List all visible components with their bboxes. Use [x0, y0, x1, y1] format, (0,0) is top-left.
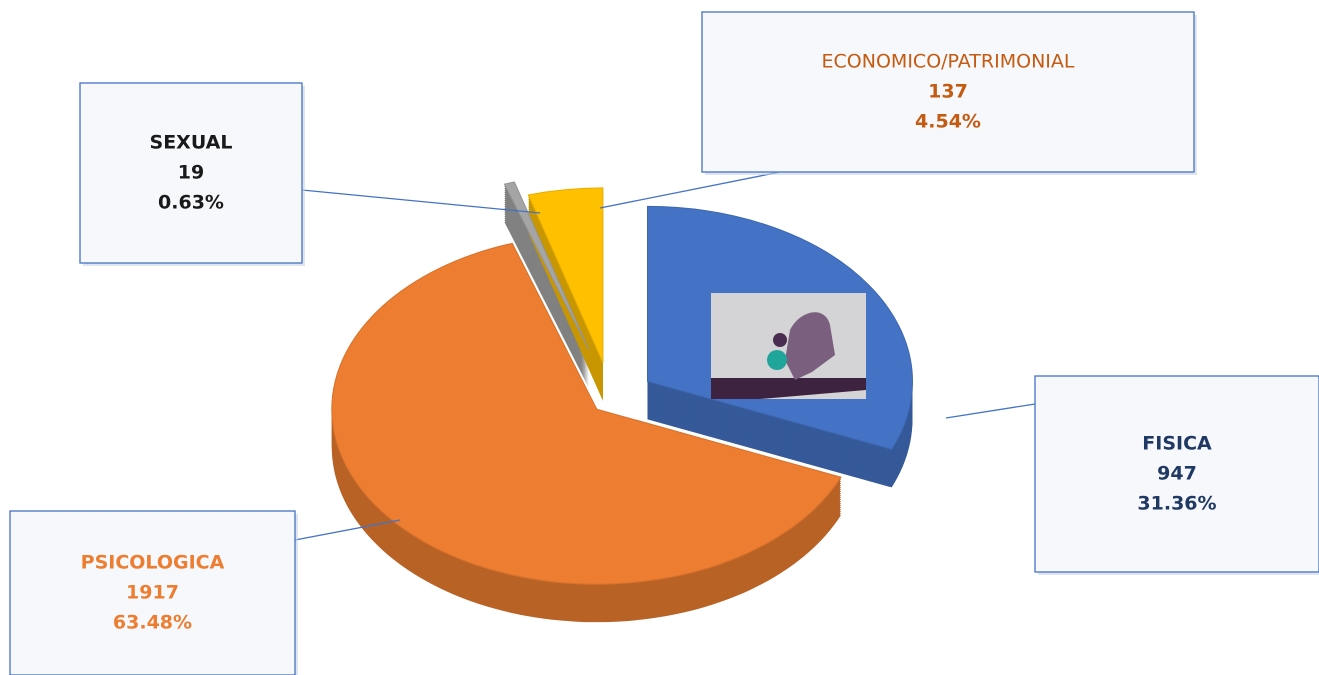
callouts: FISICA 947 31.36% PSICOLOGICA 1917 63.48% SEXU… [9, 11, 1319, 675]
slice [527, 187, 604, 364]
callout-box [701, 11, 1195, 173]
slice-side [504, 201, 589, 370]
slice-side [504, 203, 589, 372]
illustration-floor [711, 378, 866, 399]
slice [331, 242, 842, 585]
category-label: PSICOLOGICA [81, 552, 225, 574]
slice-side [504, 215, 589, 384]
illustration-shadow [785, 312, 835, 380]
slice-side [504, 195, 589, 364]
value-label: 1917 [126, 582, 179, 604]
category-label: ECONOMICO/PATRIMONIAL [822, 51, 1075, 73]
slice-side [504, 219, 589, 388]
slice-side [504, 211, 589, 380]
illustration-head [773, 333, 787, 347]
category-label: FISICA [1142, 433, 1212, 455]
slice-side [504, 207, 589, 376]
slice-side [504, 217, 589, 386]
value-label: 137 [928, 81, 968, 103]
pie [331, 181, 913, 623]
slice-side [504, 213, 589, 382]
slice-side [504, 197, 589, 366]
callout-leader [945, 403, 1036, 419]
value-label: 947 [1157, 463, 1197, 485]
percentage-label: 0.63% [158, 192, 224, 214]
slice-side [504, 205, 589, 374]
value-label: 19 [178, 162, 204, 184]
slice-side [504, 199, 589, 368]
callout-leader [294, 519, 401, 541]
percentage-label: 31.36% [1137, 493, 1216, 515]
category-label: SEXUAL [150, 132, 233, 154]
callout-box [79, 82, 303, 264]
slice [503, 181, 590, 351]
percentage-label: 63.48% [113, 612, 192, 634]
callout-box [9, 510, 296, 675]
callout-leader [301, 189, 541, 214]
slice-side [504, 209, 589, 378]
callout-box [1034, 375, 1319, 573]
percentage-label: 4.54% [915, 111, 981, 133]
illustration-figure [767, 350, 787, 370]
callout-leader [599, 171, 781, 209]
